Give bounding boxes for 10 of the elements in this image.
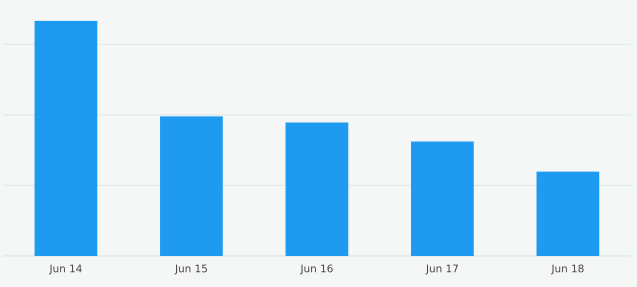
x-tick-label: Jun 17 — [425, 264, 458, 274]
x-tick-label: Jun 16 — [300, 264, 333, 274]
bar — [34, 20, 98, 256]
bar — [160, 116, 223, 256]
x-tick-label: Jun 18 — [550, 264, 584, 274]
x-tick-label: Jun 15 — [174, 264, 207, 274]
bar — [411, 142, 474, 256]
bar — [536, 172, 600, 256]
x-tick-label: Jun 14 — [48, 264, 82, 274]
bar — [286, 122, 348, 256]
